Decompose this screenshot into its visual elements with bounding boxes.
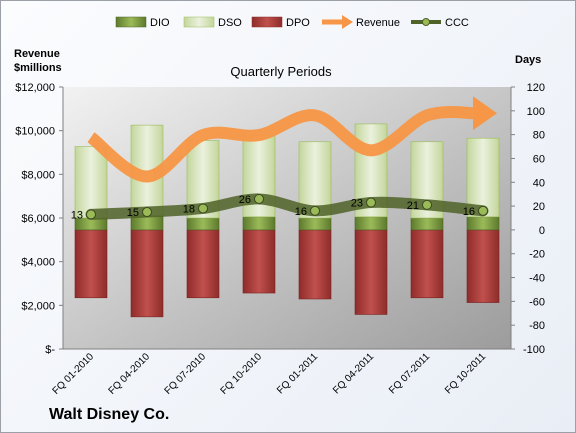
x-tick-label: FQ 07-2010 [163,351,209,397]
bar-dio [242,216,276,231]
legend: DIO DSO DPO Revenue CCC [115,15,469,29]
y-right-ticks: -100 -80 -60 -40 -20 0 20 40 60 80 100 120 [510,82,545,356]
x-tick-label: FQ 04-2010 [107,351,153,397]
ccc-data-label: 13 [71,209,83,221]
ccc-point [310,205,320,216]
x-ticks: FQ 01-2010 FQ 04-2010 FQ 07-2010 FQ 10-2010… [51,348,511,397]
revenue-arrowhead [473,96,497,131]
bar-dio [354,216,388,231]
ccc-point [422,199,432,210]
y-left-tick-label: $2,000 [21,300,55,312]
y-right-tick-label: -20 [529,249,545,261]
legend-swatch-ccc-marker [422,18,430,26]
y-right-tick-label: 20 [533,201,545,213]
ccc-data-label: 26 [239,194,251,206]
y-right-tick-label: 80 [533,130,545,142]
y-right-tick-label: 40 [533,177,545,189]
y-right-tick-label: 100 [527,106,545,118]
y-right-tick-label: -40 [529,273,545,285]
x-tick-label: FQ 07-2011 [387,351,432,396]
ccc-point [198,203,208,214]
ccc-data-label: 18 [183,203,195,215]
ccc-point [366,197,376,208]
x-tick-label: FQ 01-2010 [51,351,97,397]
legend-label-dso: DSO [218,17,242,29]
legend-item-dpo: DPO [251,16,310,29]
legend-item-revenue: Revenue [322,15,400,29]
bar-dio [410,217,444,231]
bar-dio [466,216,500,231]
y-right-tick-label: -100 [523,344,545,356]
chart-title: Quarterly Periods [230,64,332,79]
ccc-data-label: 23 [351,198,363,210]
legend-label-ccc: CCC [445,17,469,29]
bar-dpo [410,229,444,299]
bar-dio [298,217,332,231]
ccc-layer: 13 15 18 26 16 23 21 16 [71,193,489,221]
bar-dpo [186,229,220,299]
y-left-tick-label: $10,000 [15,126,55,138]
y-left-tick-label: $12,000 [15,82,55,94]
y-right-tick-label: 0 [539,225,545,237]
bar-dpo [298,229,332,300]
revenue-layer [87,96,497,183]
ccc-point [86,209,96,220]
bar-dpo [466,229,500,303]
y-right-tick-label: -60 [529,296,545,308]
bars [74,123,500,318]
bar-dpo [242,229,276,294]
y-left-tick-label: $8,000 [21,169,55,181]
legend-swatch-dpo [251,16,283,28]
bar-dio [186,217,220,231]
bar-dpo [74,229,108,299]
y-left-tick-label: $6,000 [21,213,55,225]
y-right-tick-label: -80 [529,320,545,332]
legend-label-revenue: Revenue [356,17,400,29]
ccc-data-label: 16 [463,206,475,218]
y-right-tick-label: 120 [527,82,545,94]
legend-item-dio: DIO [115,16,170,29]
bar-dso [74,146,108,219]
x-tick-label: FQ 04-2011 [331,351,376,396]
ccc-point [142,207,152,218]
y-right-label: Days [515,54,541,66]
legend-item-dso: DSO [183,16,242,29]
legend-item-ccc: CCC [411,17,469,29]
ccc-data-label: 16 [295,206,307,218]
company-name: Walt Disney Co. [49,406,169,423]
legend-label-dpo: DPO [286,17,310,29]
y-left-tick-label: $4,000 [21,257,55,269]
bar-dpo [130,229,164,318]
x-tick-label: FQ 10-2011 [443,351,488,396]
legend-label-dio: DIO [150,17,170,29]
x-tick-label: FQ 01-2011 [275,351,320,396]
ccc-data-label: 15 [127,207,139,219]
ccc-point [478,205,488,216]
bar-dso [466,137,500,218]
revenue-line [87,106,476,183]
y-left-label-line1: Revenue [14,48,60,60]
y-left-label-line2: $millions [14,62,62,74]
y-left-ticks: $- $2,000 $4,000 $6,000 $8,000 $10,000 $12,000 [15,82,64,356]
legend-swatch-dso [183,16,215,28]
ccc-data-label: 21 [407,200,419,212]
legend-swatch-revenue-arrow [342,15,353,29]
y-left-tick-label: $- [45,344,55,356]
legend-swatch-dio [115,16,147,28]
y-right-tick-label: 60 [533,153,545,165]
x-tick-label: FQ 10-2010 [219,351,265,397]
ccc-point [254,193,264,204]
bar-dpo [354,229,388,315]
